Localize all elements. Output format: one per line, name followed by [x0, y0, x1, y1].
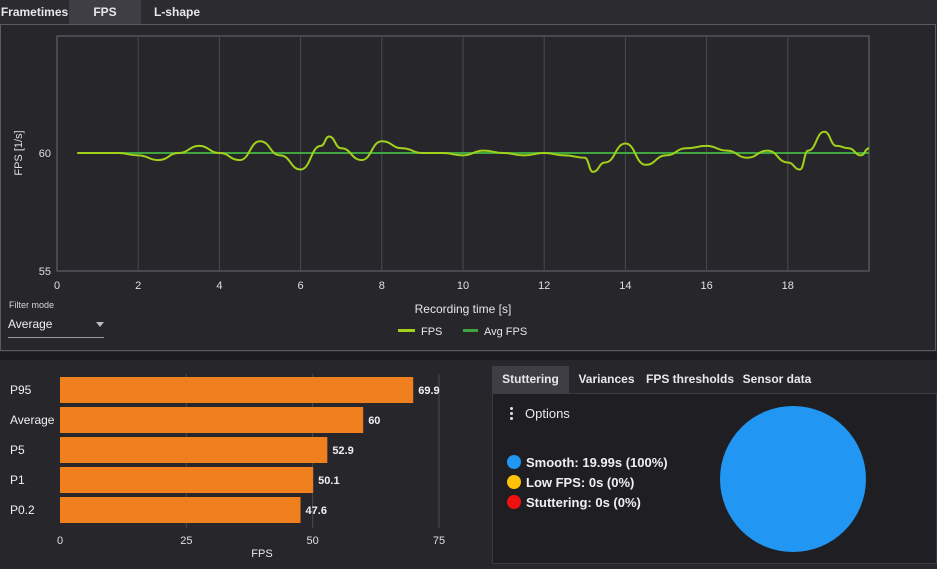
- chart-legend: FPS Avg FPS: [398, 326, 527, 338]
- stuttering-pie-chart: [720, 406, 866, 552]
- fps-line-chart: 0 2 4 6 8 10 12 14 16 18 55 60 FPS [1/s] Recording …: [13, 35, 870, 338]
- bar-value-label: 60: [368, 415, 380, 427]
- stuttering-legend: Smooth: 19.99s (100%) Low FPS: 0s (0%) S…: [507, 452, 668, 512]
- percentile-bar-chart: 0 25 50 75 P95 69.9 Average 60 P5 52.9 P1 50.1 P0.2…: [10, 374, 445, 560]
- smooth-dot-icon: [507, 455, 521, 469]
- bar-value-label: 52.9: [332, 445, 353, 457]
- percentile-bar: [60, 437, 328, 463]
- tab-fps-thresholds[interactable]: FPS thresholds: [645, 372, 734, 386]
- bar-x-tick-label: 50: [307, 535, 319, 547]
- panel-divider: [0, 352, 937, 360]
- bar-category-label: P1: [10, 473, 25, 487]
- analysis-panel: Stuttering Variances FPS thresholds Sens…: [492, 366, 937, 564]
- tab-variances[interactable]: Variances: [578, 372, 635, 386]
- bar-x-axis-label: FPS: [251, 548, 272, 560]
- options-label: Options: [525, 406, 570, 421]
- filter-mode-label: Filter mode: [9, 300, 55, 310]
- stuttering-value: 0s (0%): [595, 494, 641, 510]
- bar-category-label: P0.2: [10, 503, 35, 517]
- x-axis-label: Recording time [s]: [415, 302, 512, 316]
- bar-category-label: P5: [10, 443, 25, 457]
- smooth-value: 19.99s (100%): [582, 454, 668, 470]
- stuttering-dot-icon: [507, 495, 521, 509]
- legend-smooth: Smooth: 19.99s (100%): [507, 452, 668, 472]
- low-fps-dot-icon: [507, 475, 521, 489]
- legend-low-fps: Low FPS: 0s (0%): [507, 472, 668, 492]
- bar-category-label: Average: [10, 413, 55, 427]
- legend-avg-fps-swatch: [463, 329, 478, 332]
- tab-l-shape[interactable]: L-shape: [153, 5, 200, 19]
- x-tick-label: 14: [619, 280, 631, 292]
- bar-value-label: 47.6: [306, 505, 327, 517]
- stuttering-label: Stuttering:: [526, 494, 592, 510]
- x-tick-label: 0: [54, 280, 60, 292]
- x-tick-label: 18: [782, 280, 794, 292]
- x-tick-label: 4: [216, 280, 222, 292]
- stuttering-content: Options Smooth: 19.99s (100%) Low FPS: 0…: [492, 393, 937, 564]
- x-tick-label: 8: [379, 280, 385, 292]
- low-fps-label: Low FPS:: [526, 474, 586, 490]
- percentile-bar-panel: 0 25 50 75 P95 69.9 Average 60 P5 52.9 P1 50.1 P0.2…: [0, 360, 490, 564]
- legend-avg-fps-label: Avg FPS: [484, 326, 527, 338]
- tab-frametimes[interactable]: Frametimes: [0, 5, 69, 19]
- percentile-bar: [60, 467, 314, 493]
- percentile-bar: [60, 377, 414, 403]
- analysis-tab-bar: Stuttering Variances FPS thresholds Sens…: [492, 366, 818, 393]
- chevron-down-icon: [96, 322, 104, 327]
- x-tick-label: 6: [298, 280, 304, 292]
- y-tick-label: 55: [39, 266, 51, 278]
- filter-mode-select[interactable]: Average: [8, 313, 104, 338]
- top-tab-bar: Frametimes FPS L-shape: [0, 0, 937, 24]
- x-tick-label: 2: [135, 280, 141, 292]
- fps-chart-panel: [0, 24, 936, 351]
- legend-fps-swatch: [398, 329, 415, 332]
- x-tick-label: 12: [538, 280, 550, 292]
- y-axis-label: FPS [1/s]: [13, 130, 25, 175]
- x-tick-label: 10: [457, 280, 469, 292]
- options-button[interactable]: Options: [509, 406, 570, 421]
- kebab-menu-icon: [509, 406, 513, 421]
- y-tick-label: 60: [39, 148, 51, 160]
- tab-sensor-data[interactable]: Sensor data: [742, 372, 812, 386]
- legend-stuttering: Stuttering: 0s (0%): [507, 492, 668, 512]
- bar-x-tick-label: 75: [433, 535, 445, 547]
- legend-fps-label: FPS: [421, 326, 442, 338]
- tab-fps[interactable]: FPS: [69, 0, 141, 24]
- bar-category-label: P95: [10, 383, 32, 397]
- filter-mode-value: Average: [8, 317, 53, 331]
- x-tick-label: 16: [700, 280, 712, 292]
- bar-x-tick-label: 0: [57, 535, 63, 547]
- smooth-label: Smooth:: [526, 454, 579, 470]
- percentile-bar: [60, 497, 301, 523]
- bar-x-tick-label: 25: [180, 535, 192, 547]
- bar-value-label: 69.9: [418, 385, 439, 397]
- low-fps-value: 0s (0%): [588, 474, 635, 490]
- tab-stuttering[interactable]: Stuttering: [492, 366, 569, 393]
- fps-series-line: [77, 130, 870, 173]
- percentile-bar: [60, 407, 364, 433]
- bar-value-label: 50.1: [318, 475, 339, 487]
